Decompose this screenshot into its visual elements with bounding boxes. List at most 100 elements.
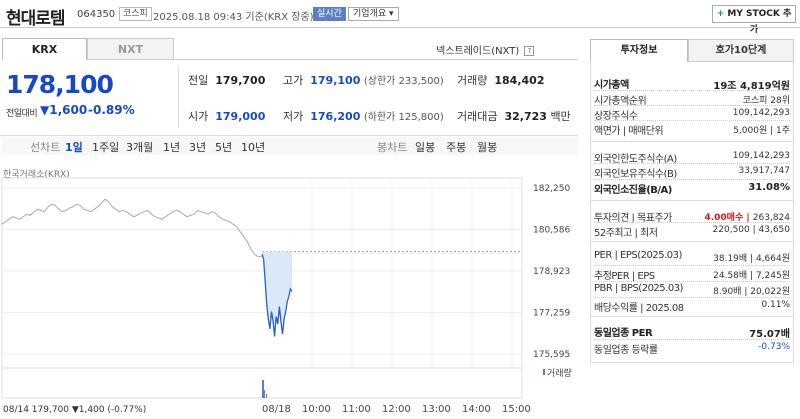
volume-legend-label: 거래량	[547, 367, 572, 379]
invest-value: 0.11%	[761, 300, 790, 310]
invest-value: 38.19배 | 4,664원	[713, 254, 790, 264]
line-chart-label[interactable]: 선차트	[30, 141, 61, 154]
invest-bottom-border	[590, 362, 794, 363]
corp-info-dropdown[interactable]: 기업개요 ▾	[348, 7, 399, 21]
mystock-add-button[interactable]: + MY STOCK 추가	[712, 5, 796, 35]
invest-key: PER | EPS(2025.03)	[594, 250, 682, 261]
plus-icon: +	[716, 9, 725, 19]
change-value: ▼1,600	[40, 103, 88, 117]
header-divider	[0, 27, 800, 28]
candle-chart-label[interactable]: 봉차트	[377, 141, 408, 154]
invest-value: 109,142,293	[732, 108, 790, 118]
candle-weekly[interactable]: 주봉	[446, 141, 467, 154]
period-bar	[2, 137, 578, 155]
invest-key: 배당수익률 | 2025.08	[594, 303, 684, 314]
series-prev-day-line	[1, 198, 262, 258]
tab-invest-info[interactable]: 투자정보	[590, 39, 688, 62]
footer-last-close: 08/14 179,700 ▼1,400 (-0.77%)	[3, 405, 146, 415]
x-tick-label: 14:00	[462, 404, 491, 415]
invest-panel	[590, 62, 794, 362]
x-tick-label: 15:00	[502, 404, 531, 415]
realtime-button[interactable]: 실시간	[313, 7, 346, 21]
invest-key: 추정PER | EPS	[594, 271, 655, 282]
invest-row-divider	[594, 90, 790, 91]
invest-value: -0.73%	[758, 342, 790, 352]
invest-value: 4.00매수 | 263,824	[704, 213, 790, 223]
invest-value: 31.08%	[748, 182, 790, 193]
period-1w[interactable]: 1주일	[92, 141, 120, 154]
volume: 거래량 184,402	[457, 74, 545, 87]
stock-name: 현대로템	[6, 9, 66, 29]
tab-krx[interactable]: KRX	[2, 38, 87, 60]
change-percent: -0.89%	[88, 103, 135, 117]
volume-bar	[262, 380, 264, 398]
invest-key: 외국인한도주식수(A)	[594, 154, 677, 165]
invest-row-divider	[594, 339, 790, 340]
x-tick-label: 13:00	[422, 404, 451, 415]
invest-row-divider	[594, 163, 790, 164]
y-tick-label: 182,250	[533, 184, 570, 194]
volume-legend-swatch	[543, 369, 545, 375]
tab-underline	[174, 59, 578, 60]
exchange-label: 한국거래소(KRX)	[3, 170, 70, 180]
invest-value: 5,000원 | 1주	[733, 126, 790, 136]
period-1y[interactable]: 1년	[163, 141, 181, 154]
x-tick-label: 08/18	[262, 404, 291, 415]
nxt-link[interactable]: 넥스트레이드(NXT) ?	[436, 42, 535, 57]
invest-section-divider	[590, 241, 794, 242]
invest-row-divider	[594, 281, 790, 282]
mystock-label: MY STOCK 추가	[727, 9, 792, 35]
period-10y[interactable]: 10년	[241, 141, 266, 154]
x-tick-label: 12:00	[382, 404, 411, 415]
prev-close: 전일 179,700	[188, 74, 266, 87]
invest-key: 투자의견 | 목표주가	[594, 213, 672, 224]
invest-value: 24.58배 | 7,245원	[713, 271, 790, 281]
period-5y[interactable]: 5년	[215, 141, 233, 154]
series-today-line	[261, 253, 293, 337]
y-tick-label: 177,259	[533, 309, 570, 319]
tab-nxt[interactable]: NXT	[87, 38, 174, 60]
invest-key: 시가총액	[594, 80, 629, 91]
invest-row-divider	[594, 297, 790, 298]
invest-key: 52주최고 | 최저	[594, 228, 658, 239]
y-tick-label: 175,595	[533, 350, 570, 360]
invest-value: 코스피 28위	[742, 96, 790, 106]
x-tick-label: 11:00	[342, 404, 371, 415]
invest-value: 75.07배	[749, 329, 790, 340]
invest-key: 시가총액순위	[594, 96, 647, 107]
invest-value: 19조 4,819억원	[713, 81, 790, 92]
invest-row-divider	[594, 179, 790, 180]
period-3y[interactable]: 3년	[189, 141, 207, 154]
invest-value: 33,917,747	[738, 166, 790, 176]
period-1d[interactable]: 1일	[65, 141, 83, 154]
invest-value: 109,142,293	[732, 151, 790, 161]
open-price: 시가 179,000	[188, 110, 266, 123]
invest-key: 상장주식수	[594, 111, 638, 122]
candle-monthly[interactable]: 월봉	[477, 141, 498, 154]
invest-key: 동일업종 등락률	[594, 345, 658, 356]
invest-row-divider	[594, 222, 790, 223]
section-divider	[0, 135, 578, 136]
period-3m[interactable]: 3개월	[126, 141, 154, 154]
invest-value: 8.90배 | 20,022원	[713, 287, 790, 297]
tab-orderbook[interactable]: 호가10단계	[688, 39, 794, 62]
invest-key: 외국인보유주식수(B)	[594, 169, 677, 180]
invest-key: 동일업종 PER	[594, 328, 653, 339]
y-tick-label: 180,586	[533, 226, 570, 236]
x-tick-label: 10:00	[302, 404, 331, 415]
plot-frame	[1, 177, 523, 369]
invest-section-divider	[590, 316, 794, 317]
price-chart[interactable]: 182,250 180,586 178,923 177,259 175,595 거래량 08…	[0, 176, 580, 419]
invest-key: PBR | BPS(2025.03)	[594, 283, 683, 294]
quote-datetime: 2025.08.18 09:43 기준(KRX 장중)	[153, 12, 314, 23]
market-badge: 코스피	[119, 7, 152, 21]
invest-value: 220,500 | 43,650	[712, 225, 790, 235]
y-tick-label: 178,923	[533, 267, 570, 277]
invest-row-divider	[594, 105, 790, 106]
help-icon[interactable]: ?	[524, 46, 535, 56]
invest-row-divider	[594, 265, 790, 266]
invest-section-divider	[590, 200, 794, 201]
current-price: 178,100	[6, 70, 114, 99]
candle-daily[interactable]: 일봉	[415, 141, 436, 154]
change-label: 전일대비	[6, 109, 38, 119]
